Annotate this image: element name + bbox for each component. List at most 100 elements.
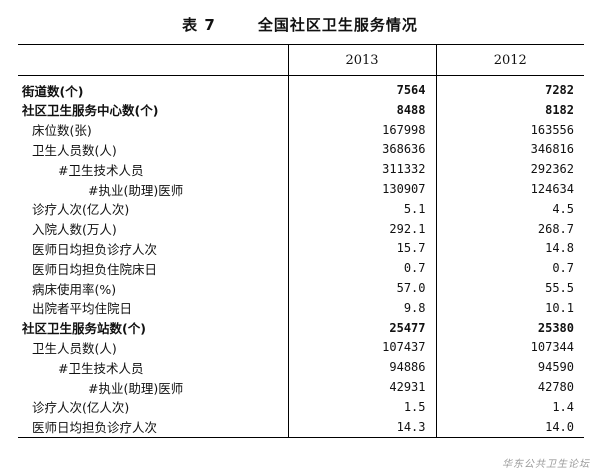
value-2012: 14.8 [545,241,574,256]
value-2013: 368636 [288,139,437,160]
value-2013: 8488 [288,100,437,120]
row-label-text: #执业(助理)医师 [88,182,184,198]
value-2013: 130907 [288,179,437,199]
value-2013: 9.8 [288,297,437,318]
table-row: 医师日均担负住院床日 0.7 0.7 [18,258,584,279]
row-label-text: 床位数(张) [32,123,92,139]
table-row: 诊疗人次(亿人次) 5.1 4.5 [18,198,584,219]
value-2012: 163556 [530,122,574,137]
table-row: 入院人数(万人) 292.1 268.7 [18,218,584,239]
table-caption: 全国社区卫生服务情况 [257,16,418,34]
value-2013: 14.3 [288,416,437,438]
table-row: 社区卫生服务站数(个) 25477 25380 [18,317,584,338]
row-label-text: 诊疗人次(亿人次) [32,400,130,416]
value-2012: 4.5 [552,201,574,216]
row-label: 医师日均担负住院床日 [18,258,289,279]
row-label: 床位数(张) [18,119,289,140]
row-label: 入院人数(万人) [18,218,289,239]
row-label-text: 卫生人员数(人) [32,142,117,158]
table-row: 出院者平均住院日 9.8 10.1 [18,297,584,318]
value-2012: 107344 [530,340,574,355]
value-2013: 311332 [288,159,437,180]
row-label-text: #执业(助理)医师 [88,380,184,396]
table-row: #卫生技术人员 311332 292362 [18,159,584,180]
row-label-text: 医师日均担负诊疗人次 [32,241,158,257]
value-2013: 107437 [288,337,437,358]
value-2013: 94886 [288,357,437,378]
value-2012: 14.0 [436,416,584,438]
table-row: 卫生人员数(人) 107437 107344 [18,337,584,358]
table-row: 医师日均担负诊疗人次 14.3 14.0 [18,416,584,438]
table-number: 表 7 [182,16,216,34]
table-row: 社区卫生服务中心数(个) 8488 8182 [18,100,584,120]
value-2012: 1.4 [552,399,574,414]
row-label-text: 卫生人员数(人) [32,340,117,356]
value-2013: 0.7 [288,258,437,279]
watermark: 华东公共卫生论坛 [502,459,590,470]
value-2013: 292.1 [288,218,437,239]
header-year-2012: 2012 [436,44,584,76]
value-2012: 7282 [545,83,574,97]
row-label: #执业(助理)医师 [18,377,289,397]
row-label: 社区卫生服务中心数(个) [18,100,289,120]
value-2012: 25380 [537,320,574,335]
value-2013: 15.7 [288,238,437,259]
table-row: 诊疗人次(亿人次) 1.5 1.4 [18,396,584,417]
row-label-text: 出院者平均住院日 [32,301,133,317]
table-body: 街道数(个) 7564 7282 社区卫生服务中心数(个) 8488 8182 床位数(张)… [18,75,584,438]
table-row: 病床使用率(%) 57.0 55.5 [18,278,584,298]
row-label: #卫生技术人员 [18,159,289,180]
row-label: #执业(助理)医师 [18,179,289,199]
row-label-text: 诊疗人次(亿人次) [32,202,130,218]
table-header: 2013 2012 [18,44,584,76]
row-label-text: 医师日均担负诊疗人次 [32,420,158,436]
header-label-column [18,44,289,76]
table-row: #卫生技术人员 94886 94590 [18,357,584,378]
row-label-text: 病床使用率(%) [32,281,117,297]
value-2013: 42931 [288,377,437,397]
row-label: 医师日均担负诊疗人次 [18,238,289,259]
statistics-table: 2013 2012 街道数(个) 7564 7282 社区卫生服务中心数(个) 8488… [18,44,584,438]
row-label-text: 入院人数(万人) [32,222,117,238]
value-2012: 42780 [537,380,574,395]
row-label-text: 医师日均担负住院床日 [32,261,158,277]
row-label: 病床使用率(%) [18,278,289,298]
table-row: #执业(助理)医师 42931 42780 [18,377,584,397]
value-2012: 94590 [537,360,574,375]
row-label: 街道数(个) [18,75,289,100]
row-label-text: 社区卫生服务站数(个) [22,321,146,337]
header-year-2013: 2013 [288,44,437,76]
value-2012: 55.5 [545,281,574,296]
row-label-text: #卫生技术人员 [58,162,144,178]
value-2013: 25477 [288,317,437,338]
row-label: 诊疗人次(亿人次) [18,396,289,417]
value-2013: 7564 [288,75,437,100]
value-2013: 1.5 [288,396,437,417]
row-label: 出院者平均住院日 [18,297,289,318]
row-label: 卫生人员数(人) [18,337,289,358]
value-2012: 292362 [530,162,574,177]
value-2012: 8182 [545,102,574,117]
value-2012: 0.7 [552,261,574,276]
value-2012: 346816 [530,142,574,157]
row-label-text: 街道数(个) [22,83,84,99]
row-label: 医师日均担负诊疗人次 [18,416,289,438]
value-2013: 167998 [288,119,437,140]
value-2013: 5.1 [288,198,437,219]
row-label: #卫生技术人员 [18,357,289,378]
table-title: 表 7 全国社区卫生服务情况 [0,14,600,35]
value-2013: 57.0 [288,278,437,298]
table-row: 街道数(个) 7564 7282 [18,75,584,100]
table-row: 医师日均担负诊疗人次 15.7 14.8 [18,238,584,259]
value-2012: 124634 [530,182,574,197]
row-label: 卫生人员数(人) [18,139,289,160]
row-label-text: #卫生技术人员 [58,360,144,376]
header-row: 2013 2012 [18,44,584,76]
row-label-text: 社区卫生服务中心数(个) [22,103,159,119]
table-row: #执业(助理)医师 130907 124634 [18,179,584,199]
value-2012: 10.1 [545,300,574,315]
table-row: 卫生人员数(人) 368636 346816 [18,139,584,160]
row-label: 社区卫生服务站数(个) [18,317,289,338]
table-row: 床位数(张) 167998 163556 [18,119,584,140]
